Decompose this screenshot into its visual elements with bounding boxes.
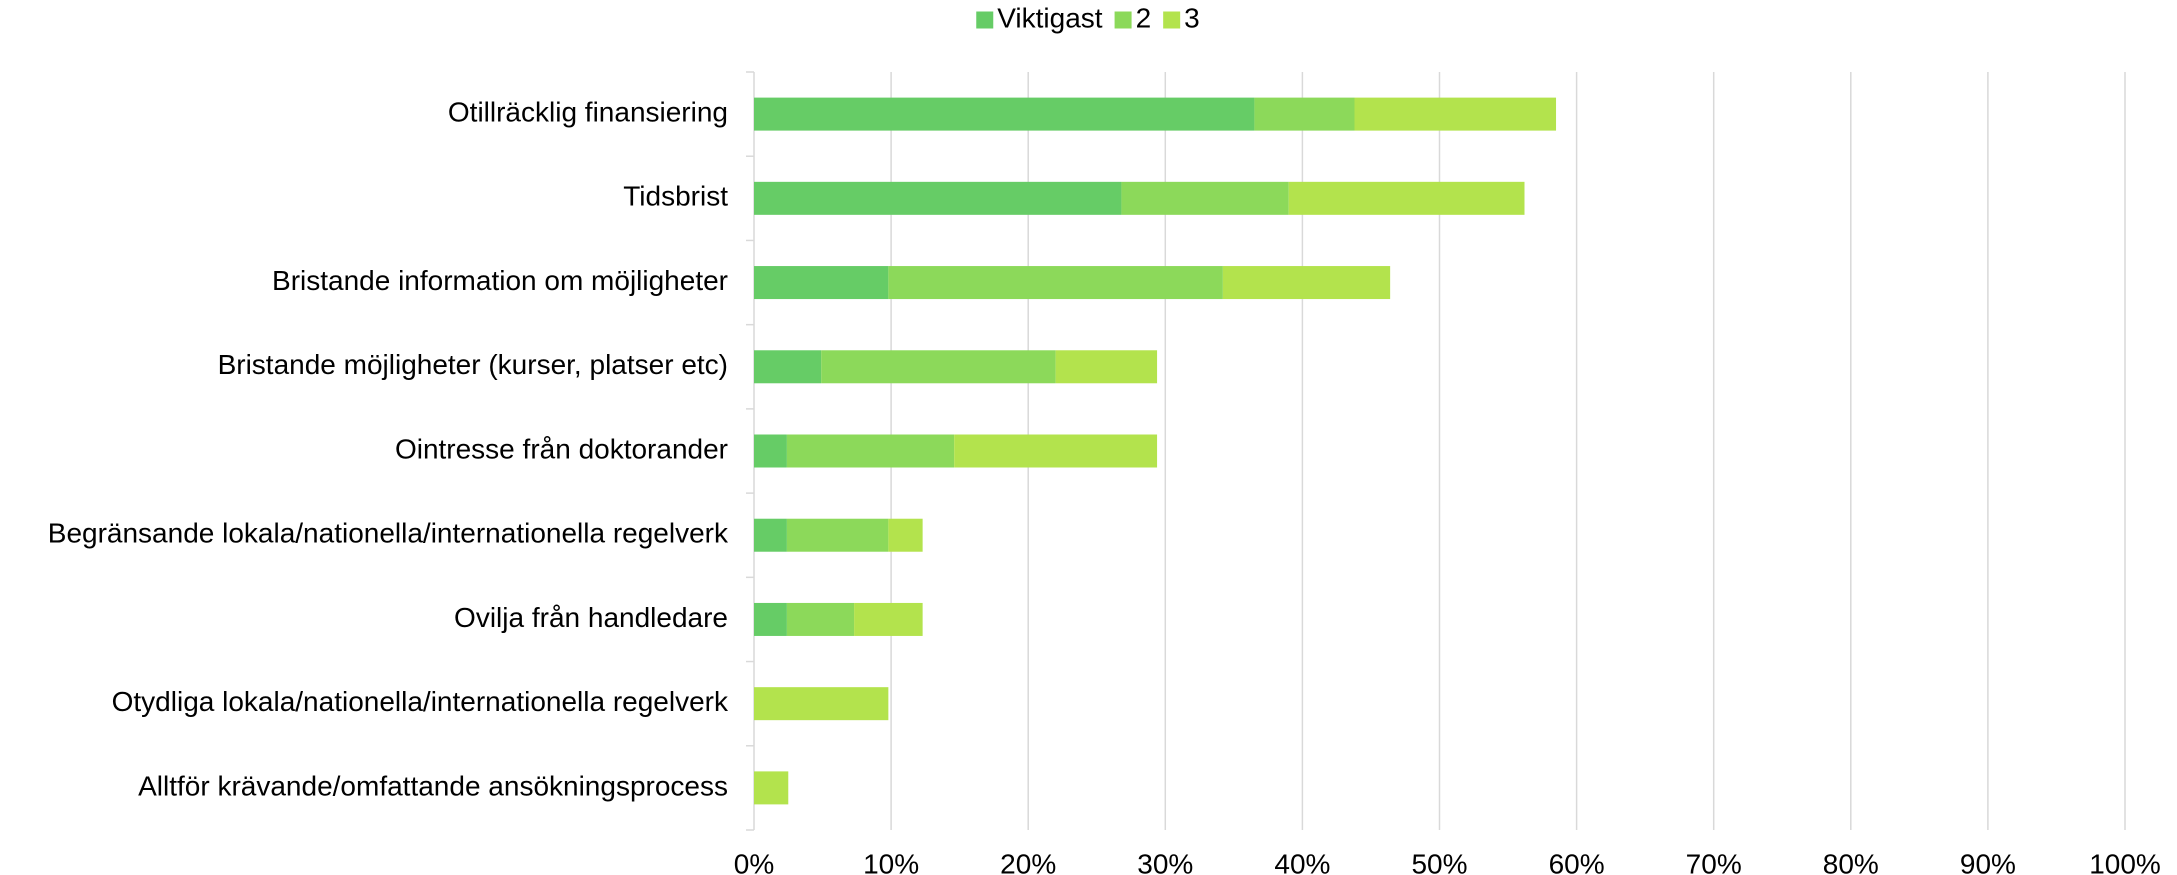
y-tick-label: Bristande information om möjligheter [272,265,728,296]
y-tick-label: Tidsbrist [623,181,728,212]
legend: Viktigast 2 3 [976,2,1200,33]
y-tick-label: Ovilja från handledare [454,602,728,633]
bar-segment [786,434,955,468]
legend-label: 2 [1136,2,1152,33]
y-tick-label: Bristande möjligheter (kurser, platser e… [218,349,728,380]
x-tick-label: 30% [1137,848,1193,875]
bar-segment [888,518,923,552]
bar-segment [1222,266,1391,300]
x-tick-label: 100% [2089,848,2161,875]
y-tick-label: Otydliga lokala/nationella/internationel… [112,686,729,717]
bar-segment [754,181,1122,215]
x-tick-label: 0% [734,848,774,875]
x-tick-label: 20% [1000,848,1056,875]
y-tick-label: Begränsande lokala/nationella/internatio… [48,518,729,549]
x-tick-label: 90% [1960,848,2016,875]
bar-segment [954,434,1158,468]
x-tick-label: 40% [1274,848,1330,875]
x-tick-label: 50% [1411,848,1467,875]
bar-segment [1055,350,1158,384]
legend-label: Viktigast [997,2,1103,33]
x-tick-label: 70% [1686,848,1742,875]
bar-segment [1354,97,1557,131]
legend-swatch [976,11,994,29]
bar-segment [754,518,787,552]
bar-segment [1121,181,1289,215]
x-tick-label: 10% [863,848,919,875]
x-tick-label: 80% [1823,848,1879,875]
x-tick-label: 60% [1549,848,1605,875]
y-tick-label: Ointresse från doktorander [395,433,728,464]
bar-segment [888,266,1223,300]
y-tick-label: Otillräcklig finansiering [448,97,728,128]
bar-segment [1288,181,1525,215]
legend-swatch [1163,11,1181,29]
bar-segment [754,266,889,300]
legend-label: 3 [1184,2,1200,33]
legend-swatch [1114,11,1132,29]
bar-segment [754,771,789,805]
bar-segment [754,350,822,384]
bar-segment [1254,97,1355,131]
bar-segment [754,687,889,721]
bar-segment [821,350,1056,384]
bar-segment [786,602,855,636]
bar-segment [854,602,923,636]
bar-segment [786,518,889,552]
bar-segment [754,434,787,468]
bar-segment [754,602,787,636]
y-tick-label: Alltför krävande/omfattande ansökningspr… [138,770,728,801]
bar-segment [754,97,1255,131]
